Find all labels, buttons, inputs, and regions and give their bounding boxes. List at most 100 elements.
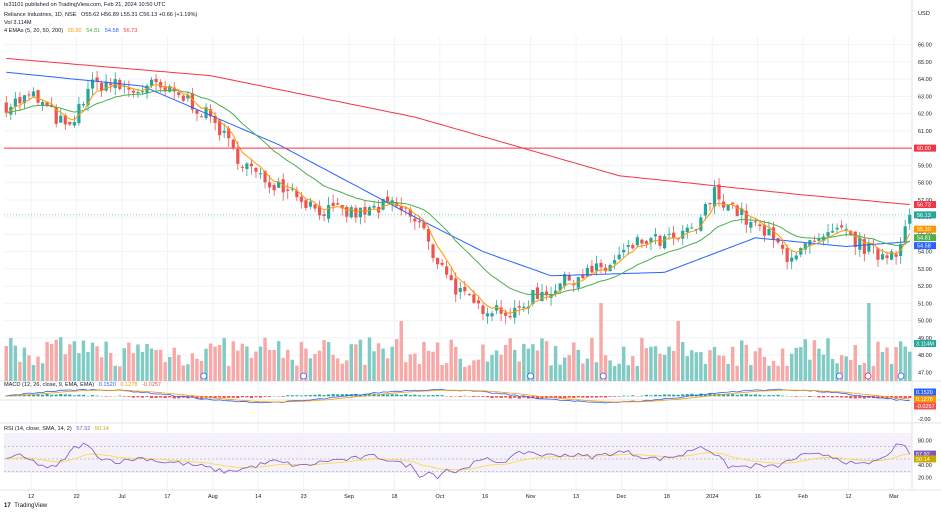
volume-bar bbox=[376, 343, 381, 381]
volume-bar bbox=[358, 339, 363, 381]
volume-bar bbox=[313, 354, 317, 381]
volume-bar bbox=[59, 337, 63, 381]
candle-body bbox=[449, 275, 453, 281]
candle-body bbox=[426, 229, 431, 242]
symbol-text[interactable]: Reliance Industries, 1D, NSE bbox=[4, 12, 77, 18]
macd-hist-bar bbox=[567, 396, 571, 398]
volume-bar bbox=[903, 346, 907, 381]
volume-bar bbox=[272, 349, 276, 381]
candle-body bbox=[327, 204, 331, 219]
candle-body bbox=[18, 97, 22, 104]
candle-body bbox=[662, 236, 667, 249]
volume-bar bbox=[463, 366, 467, 381]
volume-bar bbox=[417, 363, 422, 381]
volume-bar bbox=[472, 360, 476, 381]
price-label-bg bbox=[914, 225, 936, 233]
candle-body bbox=[363, 206, 367, 215]
price-tick-label: 64.00 bbox=[918, 77, 932, 83]
candle-body bbox=[554, 290, 558, 294]
volume-bar bbox=[281, 357, 285, 381]
rsi-legend[interactable]: RSI (14, close, SMA, 14, 2) 57.92 50.14 bbox=[4, 425, 112, 433]
candle-body bbox=[231, 139, 235, 148]
volume-bar bbox=[231, 341, 235, 381]
candle-body bbox=[858, 237, 862, 250]
ema-legend[interactable]: 4 EMAs (5, 20, 50, 200) 55.30 54.81 54.5… bbox=[4, 27, 140, 35]
volume-bar bbox=[404, 362, 408, 381]
volume-bar bbox=[131, 353, 136, 381]
volume-bar bbox=[699, 352, 703, 381]
candle-body bbox=[522, 306, 526, 309]
candle-body bbox=[272, 184, 276, 191]
macd-hist-bar bbox=[685, 394, 689, 397]
volume-bar bbox=[31, 365, 36, 381]
macd-hist-bar bbox=[622, 395, 626, 397]
candle-body bbox=[903, 226, 907, 243]
macd-hist-bar bbox=[263, 396, 267, 397]
time-tick-label: Jul bbox=[119, 494, 126, 500]
macd-hist-bar bbox=[231, 396, 235, 398]
candle-body bbox=[422, 222, 426, 229]
volume-bar bbox=[635, 366, 640, 381]
candle-body bbox=[299, 196, 303, 202]
volume-bar bbox=[40, 363, 45, 381]
macd-hist-bar bbox=[59, 394, 63, 397]
candle-body bbox=[771, 227, 776, 240]
candle-body bbox=[599, 262, 603, 268]
price-tick-label: 51.00 bbox=[918, 301, 932, 307]
macd-hist-bar bbox=[458, 396, 462, 397]
macd-hist-bar bbox=[295, 395, 299, 397]
volume-bar bbox=[177, 355, 181, 381]
footer-brand[interactable]: 17 TradingView bbox=[4, 503, 47, 509]
volume-bar bbox=[481, 344, 485, 381]
macd-hist-bar bbox=[163, 396, 167, 399]
macd-hist-bar bbox=[404, 394, 408, 397]
volume-bar bbox=[9, 338, 13, 381]
volume-bar bbox=[213, 346, 217, 381]
volume-bar bbox=[381, 348, 385, 381]
volume-bar bbox=[99, 357, 104, 381]
macd-hist-bar bbox=[249, 396, 254, 399]
candle-body bbox=[100, 82, 104, 91]
macd-hist-bar bbox=[885, 396, 889, 399]
macd-legend-label: MACD (12, 26, close, 9, EMA, EMA) bbox=[4, 382, 95, 388]
volume-bars bbox=[4, 303, 912, 381]
macd-hist-bar bbox=[313, 394, 317, 397]
candle-body bbox=[281, 179, 285, 193]
candle-body bbox=[131, 90, 135, 93]
candle-body bbox=[817, 238, 821, 241]
currency-label: USD bbox=[918, 11, 930, 17]
macd-hist-bar bbox=[104, 396, 108, 397]
macd-hist-bar bbox=[794, 396, 798, 397]
candle-body bbox=[581, 274, 585, 279]
macd-hist-bar bbox=[576, 396, 580, 398]
volume-bar bbox=[821, 354, 826, 381]
macd-hist-bar bbox=[240, 396, 244, 398]
volume-bar bbox=[594, 362, 599, 381]
volume-bar bbox=[758, 347, 762, 381]
macd-hist-bar bbox=[77, 394, 81, 397]
candle-body bbox=[490, 313, 494, 317]
volume-bar bbox=[295, 365, 299, 381]
candle-body bbox=[640, 239, 644, 244]
macd-hist-bar bbox=[771, 395, 776, 397]
volume-bar bbox=[753, 351, 758, 381]
volume-bar bbox=[195, 358, 199, 381]
volume-bar bbox=[767, 365, 771, 381]
volume-bar bbox=[4, 345, 8, 381]
event-marker-icon bbox=[200, 372, 208, 380]
candle-body bbox=[172, 87, 176, 92]
candle-body bbox=[199, 116, 204, 118]
candle-body bbox=[622, 249, 626, 253]
candle-body bbox=[749, 222, 753, 228]
macd-legend[interactable]: MACD (12, 26, close, 9, EMA, EMA) 0.1520… bbox=[4, 381, 164, 389]
volume-bar bbox=[803, 339, 808, 381]
price-tick-label: 65.00 bbox=[918, 60, 932, 66]
candle-body bbox=[853, 231, 857, 248]
volume-bar bbox=[249, 357, 254, 381]
candle-body bbox=[658, 235, 662, 246]
volume-bar bbox=[839, 355, 844, 381]
price-label: 55.30 bbox=[917, 227, 931, 233]
volume-bar bbox=[676, 321, 680, 381]
volume-bar bbox=[517, 361, 522, 381]
